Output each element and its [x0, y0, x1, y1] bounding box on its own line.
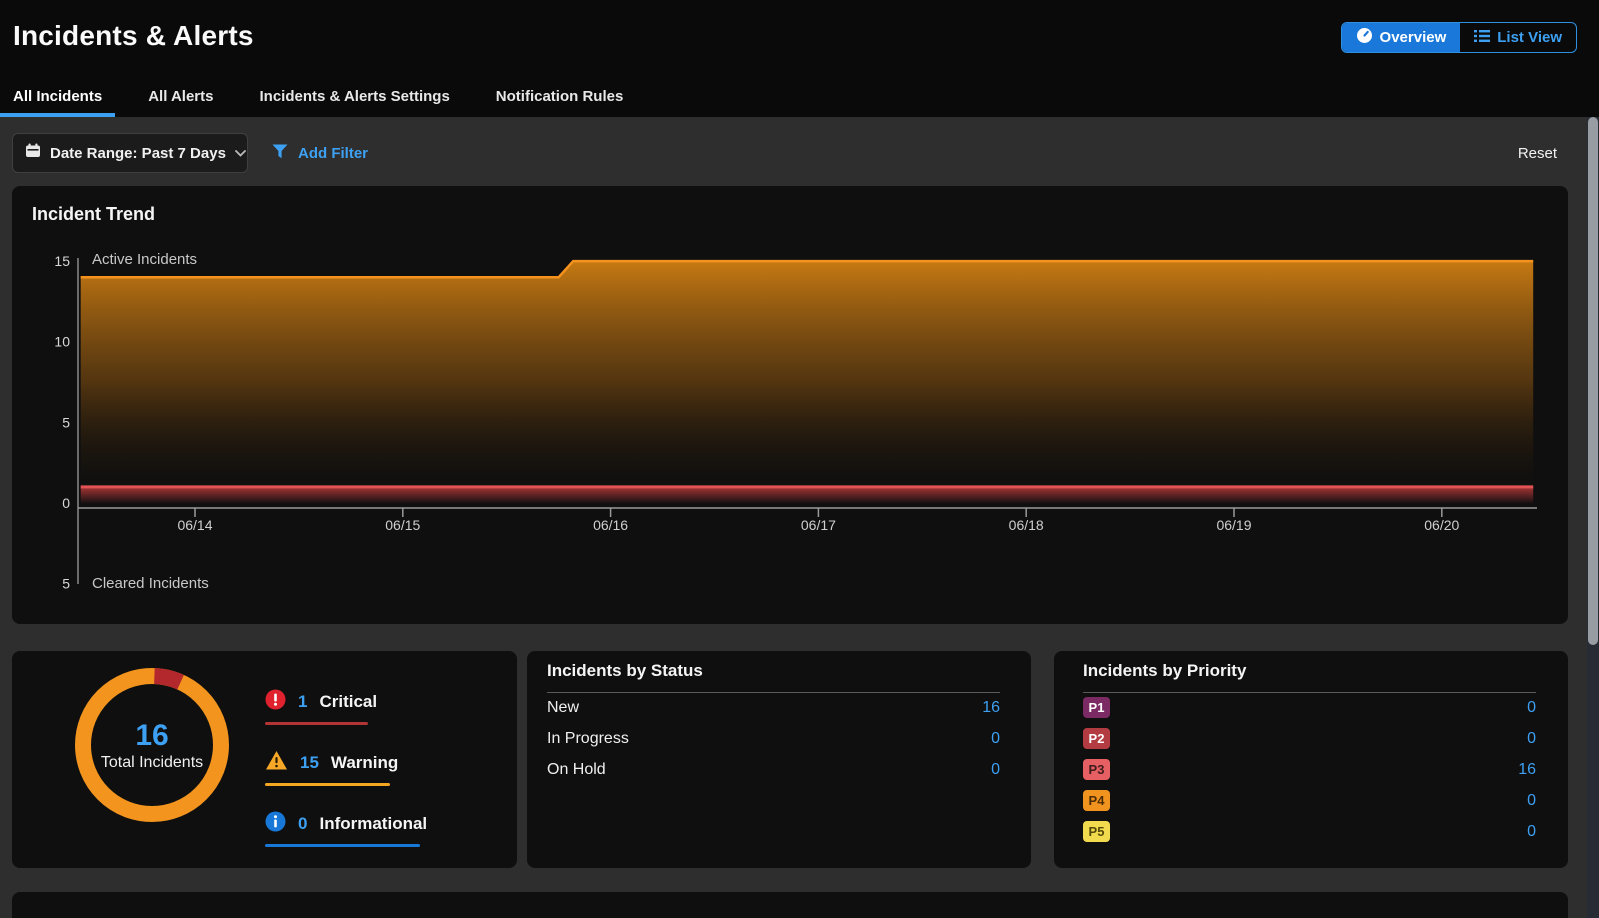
overview-toggle-button[interactable]: Overview — [1342, 23, 1461, 52]
series-area-0 — [81, 261, 1534, 504]
series-area-1 — [81, 487, 1534, 504]
x-tick-label: 06/17 — [801, 517, 836, 533]
priority-row-p3: P3 16 — [1083, 759, 1536, 780]
legend-critical[interactable]: 1 Critical — [265, 689, 445, 725]
priority-badge-p3: P3 — [1083, 759, 1110, 780]
incidents-by-priority-card: Incidents by Priority P1 0 P2 0 P3 16 P4… — [1054, 651, 1568, 868]
info-circle-icon — [265, 811, 286, 837]
x-tick-label: 06/16 — [593, 517, 628, 533]
incidents-by-status-card: Incidents by Status New 16 In Progress 0… — [527, 651, 1031, 868]
incidents-by-status-title: Incidents by Status — [547, 661, 703, 681]
add-filter-label: Add Filter — [298, 145, 368, 162]
critical-circle-icon — [265, 689, 286, 715]
y-tick-label: 5 — [62, 414, 70, 430]
gauge-icon — [1356, 27, 1373, 48]
y-tick-label: 0 — [62, 495, 70, 511]
list-view-toggle-label: List View — [1497, 29, 1562, 46]
priority-value-p1[interactable]: 0 — [1527, 699, 1536, 717]
warning-label: Warning — [331, 753, 398, 773]
priority-badge-p2: P2 — [1083, 728, 1110, 749]
incidents-alerts-page: Incidents & Alerts Overview List View Al… — [0, 0, 1599, 918]
chevron-down-icon — [235, 144, 246, 162]
x-tick-label: 06/20 — [1424, 517, 1459, 533]
status-value-on-hold[interactable]: 0 — [991, 761, 1000, 779]
list-icon — [1474, 29, 1490, 47]
legend-warning[interactable]: 15 Warning — [265, 750, 445, 786]
y-tick-label: 15 — [54, 253, 70, 269]
next-section-card-partial — [12, 892, 1568, 918]
active-incidents-axis-label: Active Incidents — [92, 251, 197, 268]
x-tick-label: 06/19 — [1216, 517, 1251, 533]
tab-all-incidents[interactable]: All Incidents — [0, 80, 115, 117]
view-mode-toggle: Overview List View — [1341, 22, 1577, 53]
tab-notification-rules[interactable]: Notification Rules — [483, 80, 637, 117]
warning-count: 15 — [300, 753, 319, 773]
date-range-value: Date Range: Past 7 Days — [50, 145, 226, 162]
priority-value-p4[interactable]: 0 — [1527, 792, 1536, 810]
x-tick-label: 06/15 — [385, 517, 420, 533]
list-view-toggle-button[interactable]: List View — [1460, 23, 1576, 52]
status-row-in-progress: In Progress 0 — [547, 730, 1000, 748]
priority-value-p3[interactable]: 16 — [1518, 761, 1536, 779]
priority-row-p5: P5 0 — [1083, 821, 1536, 842]
priority-badge-p4: P4 — [1083, 790, 1110, 811]
warning-underline — [265, 783, 390, 786]
status-value-new[interactable]: 16 — [982, 699, 1000, 717]
total-incidents-value: 16 — [135, 719, 168, 752]
critical-label: Critical — [319, 692, 377, 712]
add-filter-button[interactable]: Add Filter — [272, 133, 368, 173]
priority-badge-p5: P5 — [1083, 821, 1110, 842]
informational-label: Informational — [319, 814, 427, 834]
page-title: Incidents & Alerts — [13, 20, 254, 52]
status-label-on-hold: On Hold — [547, 761, 606, 779]
priority-value-p5[interactable]: 0 — [1527, 823, 1536, 841]
informational-count: 0 — [298, 814, 307, 834]
divider — [547, 692, 1000, 693]
calendar-icon — [25, 143, 41, 163]
incident-trend-chart: 06/14 06/15 06/16 06/17 06/18 06/19 06/20 15 10… — [12, 186, 1568, 624]
total-incidents-label: Total Incidents — [101, 754, 203, 772]
incidents-by-priority-title: Incidents by Priority — [1083, 661, 1246, 681]
informational-underline — [265, 844, 420, 847]
divider — [1083, 692, 1536, 693]
overview-toggle-label: Overview — [1380, 29, 1447, 46]
incident-trend-card: Incident Trend 06/1406/1506/160 — [12, 186, 1568, 624]
status-value-in-progress[interactable]: 0 — [991, 730, 1000, 748]
status-label-in-progress: In Progress — [547, 730, 629, 748]
x-tick-label: 06/18 — [1009, 517, 1044, 533]
vertical-scrollbar-track[interactable] — [1587, 117, 1599, 918]
y-tick-label: 5 — [62, 576, 70, 592]
cleared-incidents-axis-label: Cleared Incidents — [92, 575, 209, 592]
status-row-on-hold: On Hold 0 — [547, 761, 1000, 779]
priority-value-p2[interactable]: 0 — [1527, 730, 1536, 748]
warning-triangle-icon — [265, 750, 288, 776]
tab-all-alerts[interactable]: All Alerts — [135, 80, 226, 117]
main-content: Date Range: Past 7 Days Add Filter Reset… — [0, 117, 1587, 918]
critical-underline — [265, 722, 368, 725]
status-row-new: New 16 — [547, 699, 1000, 717]
donut-center-label: 16 Total Incidents — [67, 660, 237, 830]
priority-row-p1: P1 0 — [1083, 697, 1536, 718]
reset-button[interactable]: Reset — [1518, 133, 1557, 173]
funnel-icon — [272, 144, 288, 163]
legend-informational[interactable]: 0 Informational — [265, 811, 445, 847]
x-tick-label: 06/14 — [177, 517, 212, 533]
priority-row-p2: P2 0 — [1083, 728, 1536, 749]
tab-incidents-alerts-settings[interactable]: Incidents & Alerts Settings — [246, 80, 462, 117]
priority-badge-p1: P1 — [1083, 697, 1110, 718]
date-range-dropdown[interactable]: Date Range: Past 7 Days — [12, 133, 248, 173]
y-tick-label: 10 — [54, 334, 70, 350]
incident-summary-card: 16 Total Incidents 1 Critical — [12, 651, 517, 868]
critical-count: 1 — [298, 692, 307, 712]
tab-bar: All Incidents All Alerts Incidents & Ale… — [0, 80, 636, 117]
vertical-scrollbar-thumb[interactable] — [1588, 117, 1598, 645]
priority-row-p4: P4 0 — [1083, 790, 1536, 811]
status-label-new: New — [547, 699, 579, 717]
